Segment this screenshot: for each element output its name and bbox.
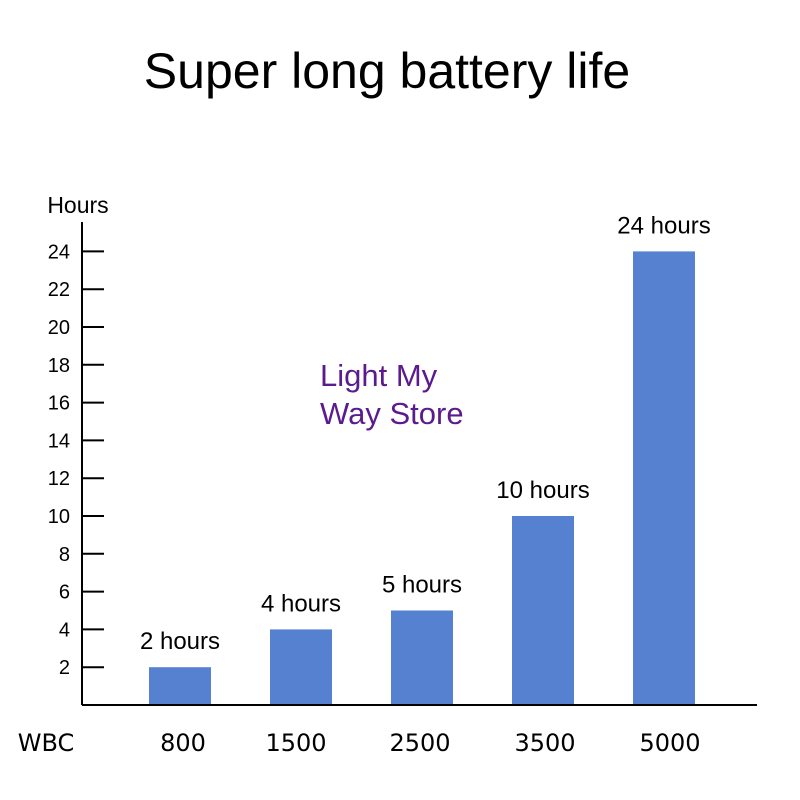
chart-title: Super long battery life: [144, 43, 630, 99]
annotation-line-1: Light My: [320, 358, 438, 393]
bar-5000: [633, 251, 695, 705]
x-category-label: 1500: [265, 729, 326, 757]
bar-2500: [391, 610, 453, 705]
y-axis-label: Hours: [47, 192, 108, 218]
y-tick-label: 18: [48, 355, 70, 377]
x-axis-label: WBC: [18, 729, 75, 757]
annotation-line-2: Way Store: [320, 396, 464, 431]
y-tick-label: 10: [48, 506, 70, 528]
y-tick-label: 14: [48, 430, 70, 452]
y-tick-label: 24: [48, 241, 70, 263]
data-labels: 2 hours 4 hours 5 hours 10 hours 24 hours: [140, 212, 711, 655]
y-tick-label: 20: [48, 317, 70, 339]
bar-3500: [512, 516, 574, 705]
y-tick-label: 4: [59, 619, 70, 641]
data-label-5000: 24 hours: [617, 212, 710, 239]
y-tick-label: 16: [48, 393, 70, 415]
y-tick-label: 22: [48, 279, 70, 301]
x-category-label: 5000: [639, 729, 700, 757]
bar-800: [149, 667, 211, 705]
x-category-label: 3500: [514, 729, 575, 757]
x-category-label: 2500: [389, 729, 450, 757]
y-tick-label: 6: [59, 582, 70, 604]
x-axis-categories: 800 1500 2500 3500 5000: [160, 729, 700, 757]
x-category-label: 800: [160, 729, 206, 757]
y-tick-label: 12: [48, 468, 70, 490]
annotation-store-name: Light My Way Store: [320, 358, 464, 431]
data-label-800: 2 hours: [140, 628, 220, 655]
y-tick-label: 8: [59, 544, 70, 566]
y-tick-label: 2: [59, 657, 70, 679]
bars: [149, 251, 695, 705]
bar-1500: [270, 629, 332, 705]
data-label-2500: 5 hours: [382, 572, 462, 599]
data-label-1500: 4 hours: [261, 590, 341, 617]
data-label-3500: 10 hours: [496, 477, 589, 504]
